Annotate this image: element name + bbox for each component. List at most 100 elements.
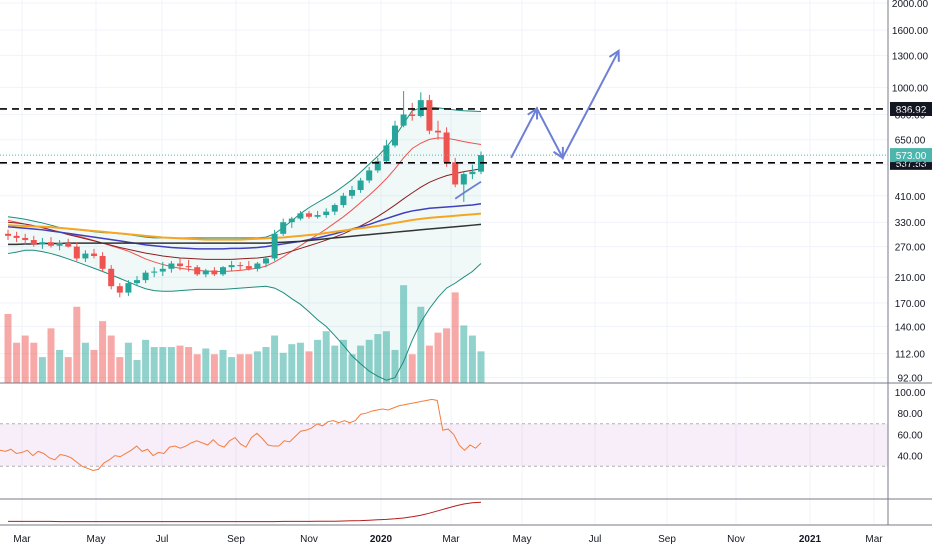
candlesticks[interactable]	[5, 91, 484, 298]
volume-bar	[13, 342, 21, 383]
arrow-head	[552, 146, 564, 160]
volume-bar	[142, 339, 150, 383]
candle-body[interactable]	[409, 114, 416, 117]
candle-body[interactable]	[280, 222, 287, 234]
candle-body[interactable]	[228, 265, 235, 268]
price-tick-label: 270.00	[895, 243, 926, 254]
candle-body[interactable]	[151, 271, 158, 273]
last-price-label: 573.00	[896, 151, 927, 162]
volume-bar	[348, 354, 356, 383]
time-tick-label: Mar	[13, 534, 31, 545]
candle-body[interactable]	[452, 162, 459, 185]
volume-bar	[331, 345, 339, 383]
candle-body[interactable]	[30, 240, 37, 245]
candle-body[interactable]	[392, 125, 398, 146]
candle-body[interactable]	[383, 145, 390, 162]
volume-bar	[73, 306, 81, 383]
candle-body[interactable]	[125, 283, 132, 293]
candle-body[interactable]	[331, 205, 338, 212]
candle-body[interactable]	[202, 270, 209, 275]
volume-bar	[391, 349, 399, 383]
projection-line[interactable]	[510, 50, 620, 161]
volume-bar	[443, 328, 451, 383]
candle-body[interactable]	[22, 237, 29, 241]
candle-body[interactable]	[374, 161, 381, 171]
candle-body[interactable]	[443, 132, 450, 163]
candle-body[interactable]	[142, 272, 149, 281]
candle-body[interactable]	[56, 243, 63, 246]
candle-body[interactable]	[185, 266, 192, 268]
volume-bar	[150, 347, 158, 383]
volume-bar	[425, 345, 433, 383]
volume-bar	[434, 332, 442, 383]
candle-body[interactable]	[194, 267, 201, 275]
sma_short-line	[7, 137, 482, 273]
candle-body[interactable]	[73, 246, 80, 259]
candle-body[interactable]	[220, 267, 226, 275]
candle-body[interactable]	[263, 258, 269, 264]
volume-bar	[81, 342, 89, 383]
candle-body[interactable]	[116, 286, 123, 293]
last-price-label-bg	[890, 148, 932, 163]
time-tick-label: Nov	[300, 534, 318, 545]
level-label: 836.92	[896, 105, 927, 116]
candle-body[interactable]	[39, 242, 46, 245]
rsi-tick-label: 80.00	[897, 409, 922, 420]
time-tick-label: Nov	[727, 534, 745, 545]
candle-body[interactable]	[288, 218, 295, 223]
candle-body[interactable]	[108, 268, 115, 287]
bb_lower-line	[7, 249, 482, 381]
candle-body[interactable]	[400, 114, 407, 126]
volume-bar	[64, 357, 72, 383]
candle-body[interactable]	[366, 170, 373, 181]
price-tick-label: 210.00	[895, 273, 926, 284]
candle-body[interactable]	[297, 213, 304, 219]
trend_line-line	[454, 181, 482, 200]
candle-body[interactable]	[177, 263, 183, 267]
candle-body[interactable]	[245, 266, 252, 269]
volume-bar	[21, 335, 29, 383]
price-axis: 2000.00 1600.00 1300.00 1000.00 800.00 650.00…	[887, 0, 929, 525]
price-tick-label: 330.00	[895, 218, 926, 229]
candle-body[interactable]	[91, 253, 97, 256]
candle-body[interactable]	[314, 215, 321, 217]
volume-bar	[107, 335, 115, 383]
candle-body[interactable]	[460, 174, 467, 185]
candle-body[interactable]	[435, 130, 441, 133]
volume-bar	[90, 349, 98, 383]
candle-body[interactable]	[426, 100, 433, 131]
price-tick-label: 1000.00	[892, 83, 929, 94]
price-tick-label: 530.00	[895, 161, 926, 172]
candle-body[interactable]	[323, 211, 330, 216]
price-tick-label: 410.00	[895, 192, 926, 203]
candle-body[interactable]	[469, 171, 476, 175]
candle-body[interactable]	[48, 242, 54, 246]
candle-body[interactable]	[65, 243, 72, 247]
candle-body[interactable]	[211, 270, 218, 275]
candle-body[interactable]	[349, 190, 355, 196]
candle-body[interactable]	[99, 255, 106, 269]
volume-bar	[245, 354, 253, 383]
candle-body[interactable]	[82, 253, 89, 259]
candle-body[interactable]	[271, 233, 278, 259]
volume-bar	[176, 345, 184, 383]
candle-body[interactable]	[417, 100, 424, 117]
candle-body[interactable]	[357, 180, 364, 191]
candle-body[interactable]	[254, 263, 261, 269]
candle-body[interactable]	[306, 213, 312, 217]
candle-body[interactable]	[237, 265, 244, 267]
candle-body[interactable]	[340, 195, 347, 206]
price-tick-label: 800.00	[895, 110, 926, 121]
candle-body[interactable]	[159, 268, 166, 272]
candle-body[interactable]	[168, 263, 175, 269]
candle-body[interactable]	[5, 233, 11, 236]
candle-body[interactable]	[134, 280, 140, 284]
volume-bar	[468, 335, 476, 383]
arrow-head	[608, 48, 620, 62]
volume-bar	[374, 334, 382, 383]
projection-path[interactable]	[510, 48, 620, 161]
candle-body[interactable]	[13, 235, 20, 238]
